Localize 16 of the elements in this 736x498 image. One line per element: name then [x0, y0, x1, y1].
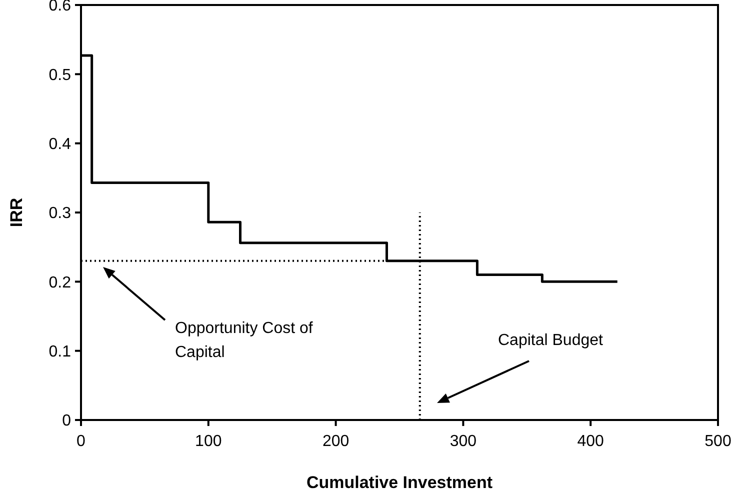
annotation: Opportunity Cost of Capital: [175, 320, 314, 361]
annotation: Capital Budget: [498, 332, 604, 349]
x-tick-label: 400: [577, 433, 604, 450]
y-tick-label: 0.3: [48, 205, 72, 222]
y-tick-label: 0: [62, 412, 72, 430]
y-axis-title: IRR: [7, 198, 26, 228]
x-tick-label: 500: [704, 433, 732, 450]
x-tick-label: 0: [76, 433, 86, 450]
x-tick-label: 100: [195, 433, 222, 450]
y-tick-label: 0.5: [48, 66, 72, 84]
x-axis-title: Cumulative Investment: [306, 473, 493, 492]
x-tick-label: 200: [322, 433, 350, 450]
x-tick-label: 300: [450, 433, 477, 450]
y-tick-label: 0.2: [48, 274, 72, 292]
y-tick-label: 0.1: [48, 343, 72, 360]
y-tick-label: 0.4: [48, 136, 72, 153]
